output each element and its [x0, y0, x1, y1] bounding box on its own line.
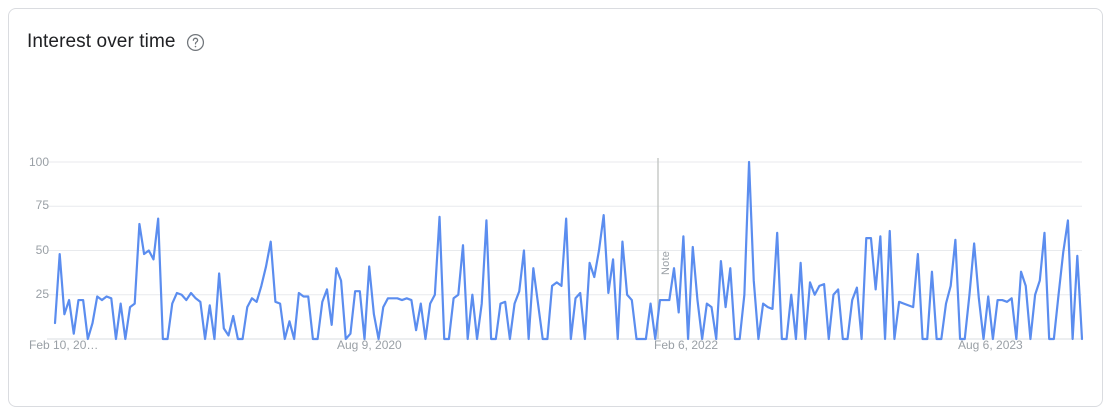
chart-plot-area[interactable]: 100 75 50 25 Feb 10, 20… Aug 9, 2020 Feb 6, 2…: [9, 9, 1104, 408]
gridlines: [47, 161, 1082, 340]
y-axis-tick-label: 50: [35, 243, 49, 257]
y-axis-tick-label: 100: [28, 155, 49, 169]
x-axis-tick-label: Aug 9, 2020: [337, 338, 402, 352]
y-axis-tick-label: 75: [35, 198, 49, 212]
trends-line-chart[interactable]: [9, 9, 1104, 408]
x-axis-tick-label: Feb 6, 2022: [654, 338, 719, 352]
x-axis-tick-label: Aug 6, 2023: [958, 338, 1023, 352]
x-axis-tick-label: Feb 10, 20…: [29, 338, 99, 352]
card-header: Interest over time: [27, 31, 205, 53]
series-line-search-interest: [53, 160, 1084, 341]
interest-over-time-card: Interest over time 100 75 50 25 Feb 10, 20……: [8, 8, 1103, 407]
help-circle-icon[interactable]: [186, 33, 205, 52]
page-title: Interest over time: [27, 31, 176, 52]
y-axis-tick-label: 25: [35, 287, 49, 301]
note-annotation-label: Note: [660, 250, 672, 275]
